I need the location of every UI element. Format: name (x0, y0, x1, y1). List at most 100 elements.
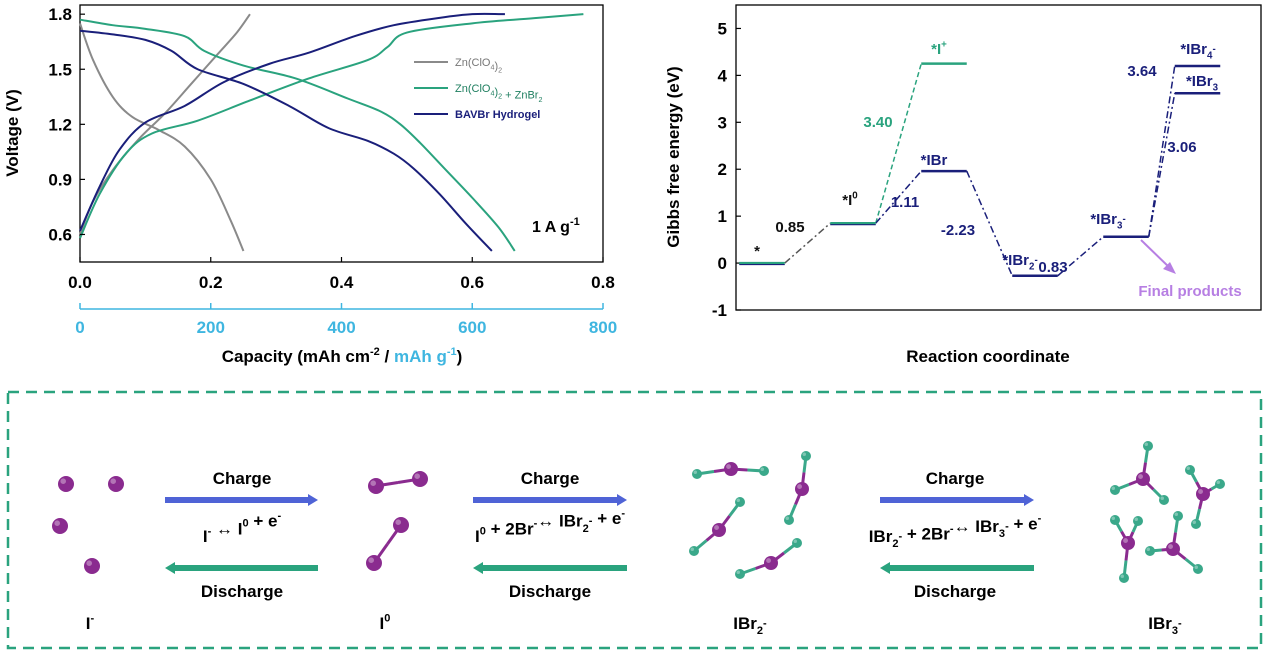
reaction-equation: I0 + 2Br-↔ IBr2- + e- (475, 508, 625, 547)
iodine-atom (393, 517, 409, 533)
iodine-atom-ball (724, 462, 738, 476)
bromine-atom-highlight (785, 516, 789, 520)
step-energy-label: 0.85 (775, 219, 804, 236)
y-tick-label: 1.2 (48, 115, 72, 134)
bromine-atom (735, 497, 745, 507)
legend-entry: BAVBr Hydrogel (455, 109, 540, 121)
discharge-arrowhead (165, 562, 175, 574)
step-energy-label: -2.23 (941, 222, 975, 239)
final-products-arrow-shaft (1140, 239, 1173, 271)
bromine-atom-ball (1193, 564, 1203, 574)
legend: Zn(ClO4)2 Zn(ClO4)2 + ZnBr2 BAVBr Hydrogel (414, 57, 542, 121)
bromine-atom-highlight (1111, 516, 1115, 520)
iodine-atom-highlight (370, 480, 377, 487)
charge-arrow-shaft (880, 497, 1026, 503)
discharge-arrow-shaft (888, 565, 1034, 571)
discharge-arrowhead (880, 562, 890, 574)
level-label-3: *IBr (921, 152, 948, 169)
bromine-atom (1193, 564, 1203, 574)
bromine-atom-highlight (736, 498, 740, 502)
bromine-atom (792, 538, 802, 548)
iodine-atom-highlight (414, 473, 421, 480)
iodide-ion (52, 518, 68, 534)
bromine-atom-ball (1159, 495, 1169, 505)
y-axis-label: Voltage (V) (3, 89, 22, 177)
charge-arrow-shaft (473, 497, 619, 503)
iodine-atom (724, 462, 738, 476)
iodine-atom (368, 478, 384, 494)
species-labels: I- I0 IBr2- IBr3- (86, 612, 1182, 637)
voltage-capacity-chart: 0.0 0.2 0.4 0.6 0.8 0.6 0.9 1.2 1.5 1.8 0 200 400 6… (3, 4, 617, 366)
iodine-atom-ball (764, 556, 778, 570)
charge-arrow-shaft (165, 497, 310, 503)
bromine-atom-highlight (690, 547, 694, 551)
step-energy-label: 0.83 (1038, 259, 1067, 276)
level-label-0: * (754, 243, 760, 260)
iodine-atom-ball (795, 482, 809, 496)
bromine-atom-ball (1191, 519, 1201, 529)
bromine-atom-highlight (736, 570, 740, 574)
legend-entry: Zn(ClO4)2 (455, 57, 502, 75)
bromine-atom-highlight (793, 539, 797, 543)
bromine-atom-ball (735, 569, 745, 579)
discharge-arrow-shaft (173, 565, 318, 571)
bromine-atom-ball (692, 469, 702, 479)
iodine-atom (412, 471, 428, 487)
series-3-discharge-curve (79, 29, 493, 252)
x-tick-label: 0.4 (330, 273, 354, 292)
charge-arrowhead (308, 494, 318, 506)
iodine-atom-highlight (395, 519, 402, 525)
iodide-ion-highlight (110, 478, 116, 485)
bromine-atom-ball (1173, 511, 1183, 521)
y-tick-label: 5 (718, 19, 727, 38)
bromine-atom-ball (792, 538, 802, 548)
x-tick-label: 0.0 (68, 273, 92, 292)
iodine-atom-highlight (1138, 474, 1144, 479)
bromine-atom-highlight (1144, 442, 1148, 446)
secondary-tick-label: 600 (458, 318, 486, 337)
bromine-atom (735, 569, 745, 579)
x-axis-ticks: 0.0 0.2 0.4 0.6 0.8 (68, 257, 615, 292)
bromine-atom (1119, 573, 1129, 583)
iodide-ion-highlight (60, 478, 66, 485)
bromine-atom (1133, 516, 1143, 526)
y-tick-label: 4 (718, 66, 728, 85)
iodine-atom (1121, 536, 1135, 550)
bromine-atom (1185, 465, 1195, 475)
bromine-atom-highlight (1111, 486, 1115, 490)
iodine-atom-ball (1196, 487, 1210, 501)
bromine-atom (801, 451, 811, 461)
secondary-tick-label: 200 (197, 318, 225, 337)
iodine-atom (1136, 472, 1150, 486)
iodide-ion (58, 476, 74, 492)
y-tick-label: 0.9 (48, 170, 72, 189)
level-label-7: *IBr4- (1180, 41, 1215, 62)
charge-arrowhead (617, 494, 627, 506)
iodine-atom (1196, 487, 1210, 501)
gibbs-energy-chart: -1 0 1 2 3 4 5 * *I0 *I+ *IBr *IBr2- *IBr3- *IBr3 *IB… (664, 4, 1262, 366)
series-2-discharge-curve (79, 18, 516, 252)
x-axis-label: Reaction coordinate (906, 347, 1069, 366)
bromine-atom-highlight (1186, 466, 1190, 470)
iodine-atom-ball (412, 471, 428, 487)
species-label: IBr2- (733, 614, 767, 637)
y-tick-label: -1 (712, 301, 727, 320)
iodide-ion-ball (108, 476, 124, 492)
bromine-atom-ball (1215, 479, 1225, 489)
bromine-atom-highlight (1192, 520, 1196, 524)
bromine-atom-highlight (1134, 517, 1138, 521)
charge-label: Charge (213, 469, 272, 488)
bromine-atom (1110, 485, 1120, 495)
connector-IBr-to-IBr2 (966, 170, 1013, 277)
connector-star-to-I0 (784, 222, 831, 264)
iodine-atom-ball (1121, 536, 1135, 550)
iodine-atom-highlight (797, 484, 802, 489)
y-tick-label: 0 (718, 254, 727, 273)
y-tick-label: 2 (718, 160, 727, 179)
step-energy-label: 3.40 (863, 114, 892, 131)
level-label-4: *IBr2- (1002, 252, 1037, 273)
bromine-atom-ball (1110, 485, 1120, 495)
bromine-atom-highlight (1194, 565, 1198, 569)
scheme-border (6, 390, 1263, 650)
x-tick-label: 0.6 (460, 273, 484, 292)
